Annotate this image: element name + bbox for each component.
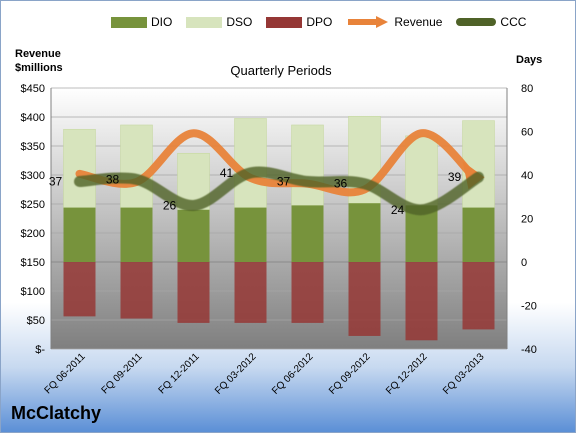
left-tick-label: $150 <box>21 257 45 269</box>
bar-dso <box>120 124 153 208</box>
legend-label-dio: DIO <box>151 15 173 29</box>
bar-dio <box>120 207 153 262</box>
bar-dso <box>63 129 96 208</box>
legend-item-dio: DIO <box>111 15 172 29</box>
left-tick-label: $200 <box>21 228 45 240</box>
legend-label-revenue: Revenue <box>394 15 443 29</box>
bar-dpo <box>63 262 96 317</box>
bar-dso <box>234 118 267 208</box>
right-tick-label: 20 <box>521 214 533 226</box>
legend-swatch-ccc <box>456 18 497 26</box>
right-tick-label: 60 <box>521 127 533 139</box>
right-axis-title: Days <box>516 54 543 66</box>
ccc-data-label: 24 <box>391 203 405 217</box>
left-axis-title: Revenue $millions <box>15 48 63 74</box>
left-tick-label: $100 <box>21 286 45 298</box>
ccc-data-label: 37 <box>49 175 63 189</box>
legend-swatch-dio <box>111 16 147 28</box>
revenue-line <box>75 129 477 197</box>
legend-swatch-dpo <box>266 16 303 28</box>
left-tick-label: $- <box>35 344 45 356</box>
company-name: McClatchy <box>11 403 102 423</box>
left-tick-label: $350 <box>21 141 45 153</box>
legend-swatch-dso <box>186 16 223 28</box>
legend-item-dpo: DPO <box>266 15 332 29</box>
bar-dio <box>63 207 96 262</box>
left-tick-label: $400 <box>21 112 45 124</box>
bar-dso <box>405 135 438 206</box>
bar-dio <box>177 209 210 262</box>
category-label: FQ 12-2012 <box>384 351 430 397</box>
legend-item-ccc: CCC <box>456 15 526 29</box>
category-label: FQ 06-2011 <box>43 351 88 396</box>
legend-label-dso: DSO <box>226 15 253 29</box>
legend-arrow-icon <box>348 16 389 28</box>
bar-dpo <box>462 262 495 330</box>
ccc-data-label: 41 <box>220 166 234 180</box>
ccc-data-label: 37 <box>277 175 291 189</box>
legend-label-ccc: CCC <box>500 15 527 29</box>
category-label: FQ 09-2012 <box>327 351 373 397</box>
category-label: FQ 03-2012 <box>213 351 259 397</box>
bar-dso <box>291 124 324 206</box>
left-tick-label: $250 <box>21 199 45 211</box>
category-label: FQ 03-2013 <box>441 351 487 397</box>
category-label: FQ 09-2011 <box>100 351 145 396</box>
left-tick-label: $50 <box>27 315 45 327</box>
ccc-data-label: 38 <box>106 172 120 186</box>
bar-dio <box>462 207 495 262</box>
legend: DIO DSO DPO Revenue CCC <box>111 11 540 33</box>
bar-dpo <box>348 262 381 336</box>
right-tick-label: 0 <box>521 257 527 269</box>
legend-item-revenue: Revenue <box>346 15 442 29</box>
ccc-data-label: 36 <box>334 177 348 191</box>
bar-dpo <box>120 262 153 319</box>
plot-area <box>51 88 507 349</box>
chart-title: Quarterly Periods <box>230 63 332 78</box>
ccc-data-label: 26 <box>163 198 177 212</box>
category-label: FQ 06-2012 <box>270 351 316 397</box>
ccc-line <box>74 166 484 216</box>
bar-dso <box>462 120 495 208</box>
right-tick-label: 80 <box>521 83 533 95</box>
ccc-data-label: 39 <box>448 170 462 184</box>
right-tick-label: -40 <box>521 344 537 356</box>
bar-dpo <box>234 262 267 323</box>
legend-item-dso: DSO <box>186 15 252 29</box>
bar-dpo <box>177 262 210 323</box>
bar-dpo <box>405 262 438 341</box>
legend-label-dpo: DPO <box>306 15 333 29</box>
left-tick-label: $450 <box>21 83 45 95</box>
bar-dpo <box>291 262 324 323</box>
left-tick-label: $300 <box>21 170 45 182</box>
right-tick-label: -20 <box>521 301 537 313</box>
bar-dio <box>348 203 381 262</box>
bar-dio <box>291 205 324 262</box>
category-label: FQ 12-2011 <box>157 351 202 396</box>
bar-dio <box>234 207 267 262</box>
right-tick-label: 40 <box>521 170 533 182</box>
